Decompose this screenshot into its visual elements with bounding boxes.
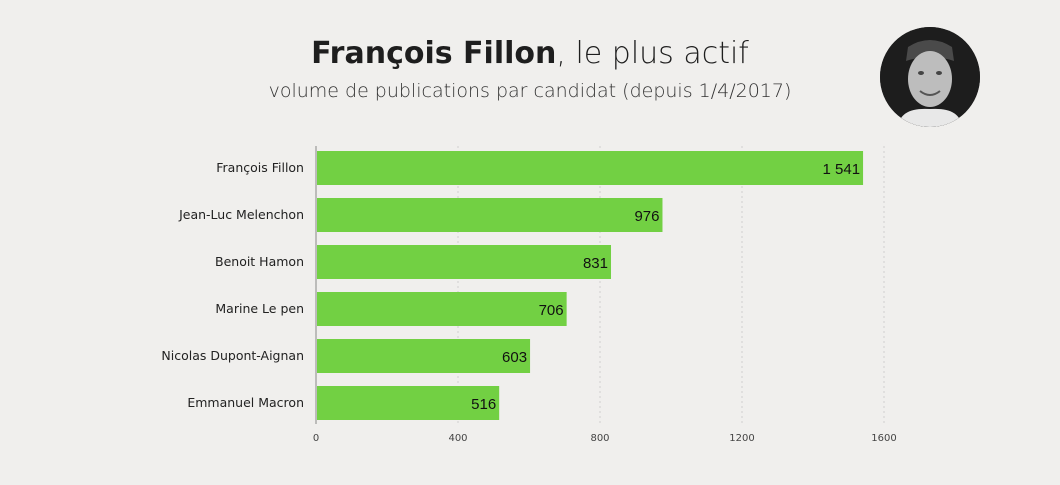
- category-label: François Fillon: [216, 160, 304, 175]
- gridlines: [315, 146, 885, 424]
- value-label: 516: [471, 396, 496, 413]
- x-tick-label: 1200: [729, 433, 754, 444]
- bar: [317, 198, 663, 232]
- candidate-photo: [880, 27, 980, 127]
- chart-title-rest: , le plus actif: [556, 36, 749, 71]
- value-label: 1 541: [823, 161, 861, 178]
- category-label: Emmanuel Macron: [187, 395, 304, 410]
- bar: [317, 292, 567, 326]
- bar: [317, 245, 612, 279]
- category-label: Benoit Hamon: [215, 254, 304, 269]
- bars: François Fillon 1 541 Jean-Luc Melenchon 97…: [161, 151, 864, 420]
- bar: [317, 386, 500, 420]
- chart-title-bold: François Fillon: [311, 36, 557, 71]
- bar: [317, 339, 531, 373]
- value-label: 603: [502, 349, 527, 366]
- x-tick-label: 800: [590, 433, 609, 444]
- category-label: Jean-Luc Melenchon: [178, 207, 304, 222]
- portrait-image: [880, 27, 980, 127]
- x-tick-label: 0: [313, 433, 319, 444]
- chart-subtitle: volume de publications par candidat (dep…: [268, 80, 792, 102]
- bar: [317, 151, 864, 185]
- x-tick-label: 400: [448, 433, 467, 444]
- value-label: 831: [583, 255, 608, 272]
- category-label: Nicolas Dupont-Aignan: [161, 348, 304, 363]
- value-label: 706: [539, 302, 564, 319]
- x-tick-label: 1600: [871, 433, 896, 444]
- tick-labels: 0 400 800 1200 1600: [313, 433, 897, 444]
- value-label: 976: [634, 208, 659, 225]
- category-label: Marine Le pen: [215, 301, 304, 316]
- chart-title: François Fillon, le plus actif: [0, 36, 1060, 71]
